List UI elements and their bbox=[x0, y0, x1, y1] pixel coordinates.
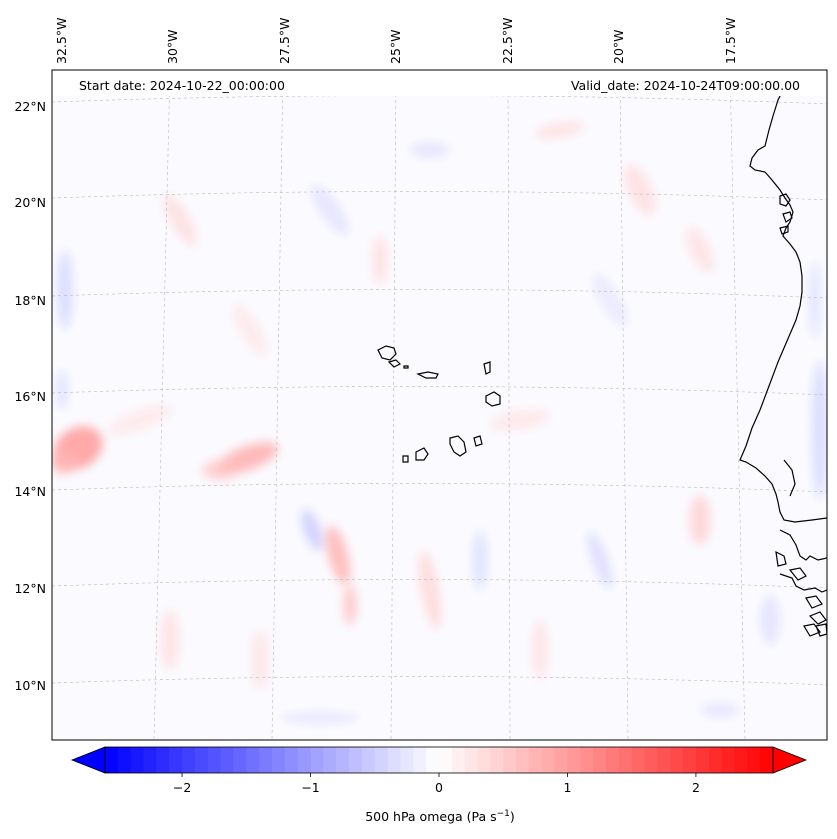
colorbar-cell bbox=[593, 747, 607, 773]
colorbar-tick-label: −2 bbox=[173, 780, 191, 795]
africa-coastline bbox=[739, 70, 827, 523]
colorbar-cell bbox=[349, 747, 363, 773]
date-label-band bbox=[52, 70, 827, 96]
colorbar-cell bbox=[439, 747, 453, 773]
colorbar: −2 −1 0 1 2 500 hPa omega (Pa s−1) bbox=[70, 746, 808, 824]
colorbar-cell bbox=[695, 747, 710, 773]
colorbar-cell bbox=[477, 747, 491, 773]
colorbar-cell bbox=[541, 747, 556, 773]
island-sao-nicolau bbox=[416, 371, 439, 379]
omega-field bbox=[52, 121, 827, 724]
lat-label-22n: 22°N bbox=[14, 99, 46, 114]
colorbar-cell bbox=[528, 747, 543, 773]
colorbar-cell bbox=[747, 747, 761, 773]
colorbar-cell bbox=[117, 747, 132, 773]
colorbar-cell bbox=[400, 747, 414, 773]
colorbar-cells bbox=[105, 747, 774, 773]
island-santiago bbox=[449, 435, 467, 457]
colorbar-low-extension bbox=[70, 746, 106, 774]
lon-label-22.5w: 22.5°W bbox=[500, 18, 515, 64]
island-boavista bbox=[485, 391, 501, 407]
colorbar-cell bbox=[156, 747, 170, 773]
lon-label-25w: 25°W bbox=[388, 29, 403, 64]
colorbar-ticks: −2 −1 0 1 2 bbox=[173, 773, 700, 795]
colorbar-cell bbox=[194, 747, 209, 773]
colorbar-cell bbox=[336, 747, 350, 773]
colorbar-cell bbox=[516, 747, 530, 773]
guinea-bissau-coastline bbox=[779, 529, 827, 561]
colorbar-cell bbox=[683, 747, 697, 773]
colorbar-cell bbox=[233, 747, 247, 773]
lon-label-20w: 20°W bbox=[611, 29, 626, 64]
island-santo-antao bbox=[377, 345, 397, 361]
colorbar-cell bbox=[554, 747, 569, 773]
lon-label-17.5w: 17.5°W bbox=[723, 18, 738, 64]
longitude-labels: 32.5°W 30°W 27.5°W 25°W 22.5°W 20°W 17.5… bbox=[54, 18, 738, 64]
colorbar-tick-label: 0 bbox=[435, 780, 443, 795]
island-brava bbox=[402, 455, 409, 463]
colorbar-cell bbox=[182, 747, 196, 773]
lon-label-27.5w: 27.5°W bbox=[277, 18, 292, 64]
colorbar-cell bbox=[310, 747, 324, 773]
island-sal bbox=[483, 361, 491, 375]
colorbar-cell bbox=[618, 747, 633, 773]
plot-background bbox=[52, 70, 827, 740]
colorbar-title: 500 hPa omega (Pa s−1) bbox=[365, 809, 515, 824]
colorbar-high-extension bbox=[772, 746, 808, 774]
lat-label-16n: 16°N bbox=[14, 389, 46, 404]
colorbar-cell bbox=[631, 747, 646, 773]
island-sao-vicente bbox=[387, 359, 402, 368]
lat-label-12n: 12°N bbox=[14, 581, 46, 596]
colorbar-cell bbox=[580, 747, 594, 773]
colorbar-cell bbox=[670, 747, 684, 773]
colorbar-cell bbox=[246, 747, 260, 773]
colorbar-cell bbox=[413, 747, 427, 773]
colorbar-cell bbox=[657, 747, 671, 773]
graticule bbox=[52, 70, 827, 740]
colorbar-tick-label: −1 bbox=[301, 780, 319, 795]
colorbar-cell bbox=[760, 747, 774, 773]
valid-date-label: Valid_date: 2024-10-24T09:00:00.00 bbox=[571, 78, 800, 93]
colorbar-cell bbox=[130, 747, 145, 773]
colorbar-tick-label: 2 bbox=[692, 780, 700, 795]
colorbar-cell bbox=[721, 747, 736, 773]
colorbar-cell bbox=[464, 747, 479, 773]
colorbar-cell bbox=[387, 747, 402, 773]
colorbar-cell bbox=[297, 747, 312, 773]
colorbar-cell bbox=[708, 747, 723, 773]
colorbar-cell bbox=[169, 747, 183, 773]
island-fogo bbox=[415, 447, 429, 461]
colorbar-cell bbox=[503, 747, 517, 773]
colorbar-cell bbox=[451, 747, 466, 773]
colorbar-cell bbox=[606, 747, 620, 773]
lat-label-18n: 18°N bbox=[14, 293, 46, 308]
colorbar-cell bbox=[220, 747, 235, 773]
colorbar-cell bbox=[272, 747, 286, 773]
colorbar-cell bbox=[284, 747, 299, 773]
colorbar-cell bbox=[734, 747, 748, 773]
latitude-labels: 22°N 20°N 18°N 16°N 14°N 12°N 10°N bbox=[14, 99, 46, 693]
colorbar-cell bbox=[259, 747, 273, 773]
colorbar-cell bbox=[490, 747, 504, 773]
lat-label-20n: 20°N bbox=[14, 195, 46, 210]
start-date-label: Start date: 2024-10-22_00:00:00 bbox=[79, 78, 285, 93]
colorbar-cell bbox=[426, 747, 440, 773]
colorbar-cell bbox=[644, 747, 658, 773]
colorbar-cell bbox=[143, 747, 157, 773]
colorbar-cell bbox=[105, 747, 119, 773]
lat-label-14n: 14°N bbox=[14, 484, 46, 499]
colorbar-cell bbox=[374, 747, 389, 773]
colorbar-tick-label: 1 bbox=[563, 780, 571, 795]
coastline bbox=[377, 70, 827, 637]
island-maio bbox=[473, 435, 483, 447]
lat-label-10n: 10°N bbox=[14, 678, 46, 693]
lon-label-30w: 30°W bbox=[165, 29, 180, 64]
lon-label-32.5w: 32.5°W bbox=[54, 18, 69, 64]
colorbar-cell bbox=[323, 747, 337, 773]
colorbar-cell bbox=[207, 747, 222, 773]
colorbar-cell bbox=[361, 747, 376, 773]
plot-frame bbox=[51, 69, 828, 741]
colorbar-cell bbox=[567, 747, 581, 773]
